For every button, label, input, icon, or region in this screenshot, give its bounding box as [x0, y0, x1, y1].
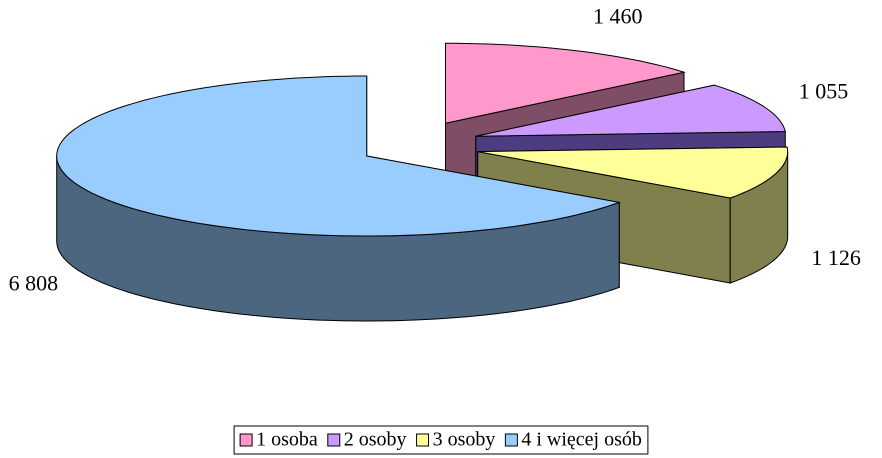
data-label: 1 460: [593, 3, 643, 28]
slice: [56, 75, 622, 237]
legend-label: 4 i więcej osób: [521, 429, 642, 451]
legend-label: 3 osoby: [433, 429, 496, 451]
legend: 1 osoba 2 osoby 3 osoby 4 i więcej osób: [233, 425, 649, 455]
legend-label: 2 osoby: [344, 429, 407, 451]
slice: [445, 42, 686, 124]
legend-swatch: [239, 433, 253, 447]
legend-swatch: [416, 433, 430, 447]
data-label: 6 808: [9, 271, 59, 296]
legend-box: [233, 425, 649, 455]
slice: [475, 84, 786, 137]
legend-swatch: [327, 433, 341, 447]
legend-label: 1 osoba: [256, 429, 318, 451]
legend-swatch: [504, 433, 518, 447]
data-label: 1 055: [799, 79, 849, 104]
slice: [477, 146, 789, 199]
data-label: 1 126: [811, 245, 861, 270]
